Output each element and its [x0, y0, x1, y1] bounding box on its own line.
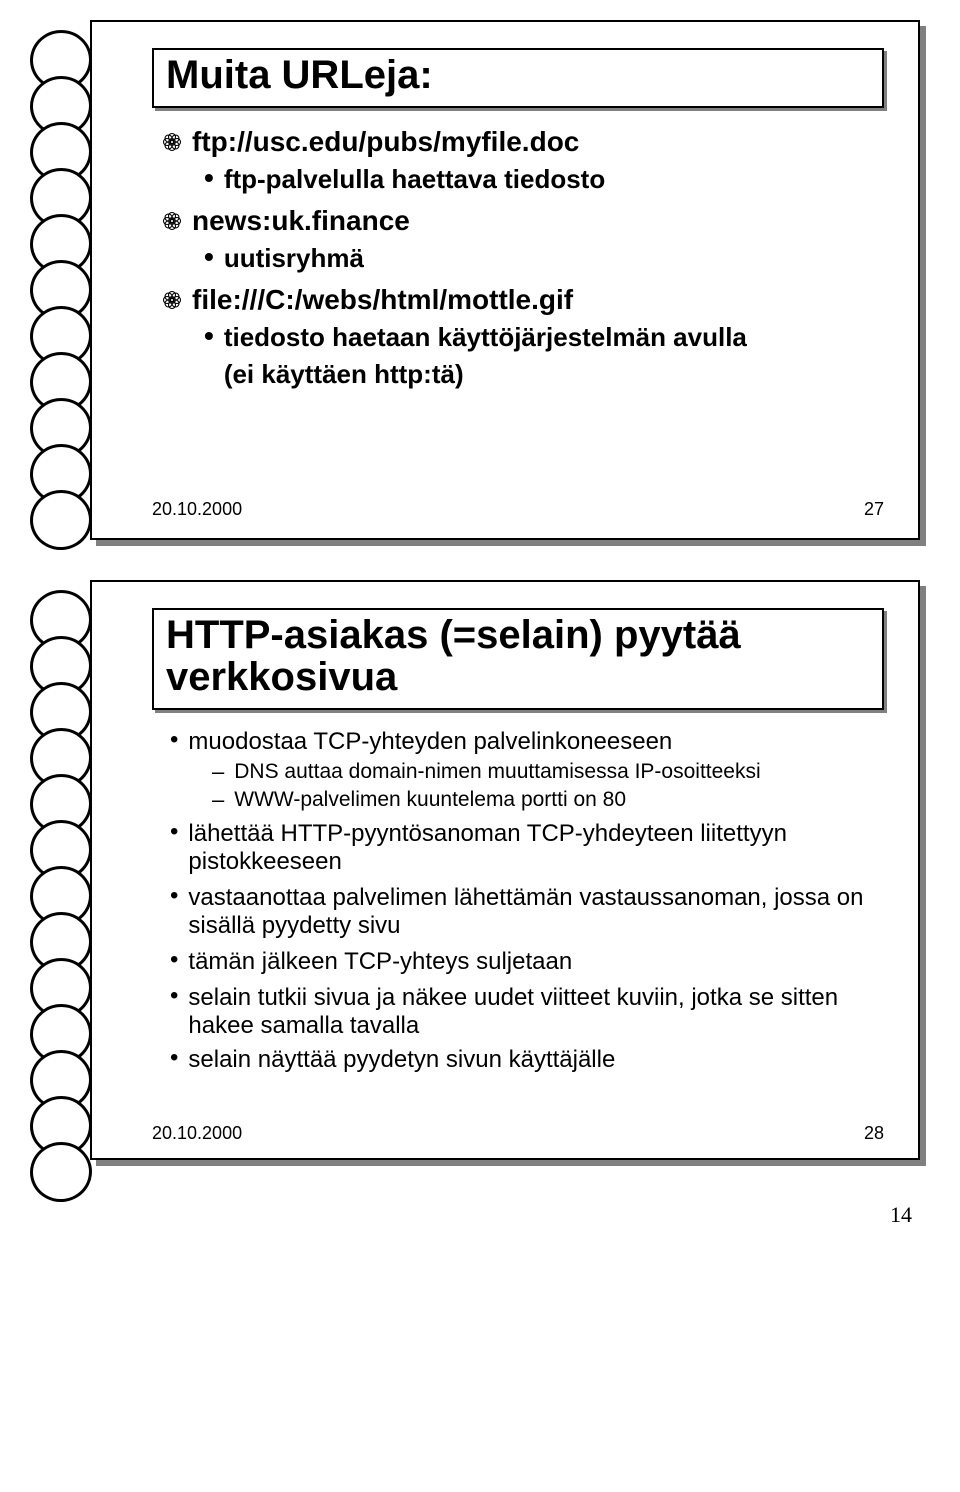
- bullet-level-1: • tämän jälkeen TCP-yhteys suljetaan: [170, 948, 884, 976]
- slide-footer: 20.10.2000 28: [152, 1123, 884, 1144]
- page-number: 14: [890, 1202, 912, 1228]
- bullet-text: uutisryhmä: [224, 243, 364, 274]
- spiral-ring: [26, 1138, 96, 1206]
- bullet-text: WWW-palvelimen kuuntelema portti on 80: [234, 788, 626, 812]
- bullet-level-1: news:uk.finance: [162, 205, 884, 237]
- bullet-level-2: –WWW-palvelimen kuuntelema portti on 80: [212, 788, 884, 812]
- bullet-text: vastaanottaa palvelimen lähettämän vasta…: [188, 884, 884, 940]
- bullet-text: ftp-palvelulla haettava tiedosto: [224, 164, 605, 195]
- dot-bullet-icon: •: [204, 164, 214, 192]
- slide-frame: HTTP-asiakas (=selain) pyytää verkkosivu…: [90, 580, 920, 1160]
- dot-bullet-icon: •: [204, 243, 214, 271]
- dot-bullet-icon: •: [170, 820, 178, 844]
- slide-content: ftp://usc.edu/pubs/myfile.doc • ftp-palvel…: [152, 126, 884, 390]
- spiral-binding: [30, 30, 100, 530]
- bullet-text: muodostaa TCP-yhteyden palvelinkoneeseen: [188, 728, 672, 756]
- document-page: Muita URLeja: ftp://usc.edu/pubs/myfile.…: [0, 0, 960, 1240]
- bullet-text: DNS auttaa domain-nimen muuttamisessa IP…: [234, 760, 760, 784]
- bullet-level-1: • vastaanottaa palvelimen lähettämän vast…: [170, 884, 884, 940]
- bullet-text: lähettää HTTP-pyyntösanoman TCP-yhdeytee…: [188, 820, 884, 876]
- bullet-text: tämän jälkeen TCP-yhteys suljetaan: [188, 948, 572, 976]
- dot-bullet-icon: •: [170, 884, 178, 908]
- slide-title: Muita URLeja:: [166, 53, 433, 97]
- bullet-level-1: • selain tutkii sivua ja näkee uudet viit…: [170, 984, 884, 1040]
- bullet-level-1: file:///C:/webs/html/mottle.gif: [162, 284, 884, 316]
- bullet-text: file:///C:/webs/html/mottle.gif: [192, 284, 573, 316]
- bullet-level-2: • ftp-palvelulla haettava tiedosto: [204, 164, 884, 195]
- bullet-text: tiedosto haetaan käyttöjärjestelmän avul…: [224, 322, 747, 353]
- bullet-level-1: ftp://usc.edu/pubs/myfile.doc: [162, 126, 884, 158]
- dot-bullet-icon: •: [204, 322, 214, 350]
- bullet-level-2: • tiedosto haetaan käyttöjärjestelmän avu…: [204, 322, 884, 353]
- rosette-bullet-icon: [162, 211, 182, 231]
- dash-bullet-icon: –: [212, 760, 224, 784]
- bullet-text: ftp://usc.edu/pubs/myfile.doc: [192, 126, 579, 158]
- spiral-ring: [26, 486, 96, 554]
- bullet-level-1: • muodostaa TCP-yhteyden palvelinkoneesee…: [170, 728, 884, 756]
- slide-frame: Muita URLeja: ftp://usc.edu/pubs/myfile.…: [90, 20, 920, 540]
- bullet-level-2: –DNS auttaa domain-nimen muuttamisessa I…: [212, 760, 884, 784]
- footer-date: 20.10.2000: [152, 499, 242, 520]
- spiral-binding: [30, 590, 100, 1150]
- bullet-level-2: •(ei käyttäen http:tä): [204, 359, 884, 390]
- dot-bullet-icon: •: [170, 1046, 178, 1070]
- slide-1: Muita URLeja: ftp://usc.edu/pubs/myfile.…: [40, 20, 920, 540]
- rosette-bullet-icon: [162, 290, 182, 310]
- dot-bullet-icon: •: [170, 948, 178, 972]
- rosette-bullet-icon: [162, 132, 182, 152]
- bullet-level-2: • uutisryhmä: [204, 243, 884, 274]
- title-box: Muita URLeja:: [152, 48, 884, 108]
- slide-footer: 20.10.2000 27: [152, 499, 884, 520]
- dot-bullet-icon: •: [170, 728, 178, 752]
- title-box: HTTP-asiakas (=selain) pyytää verkkosivu…: [152, 608, 884, 710]
- bullet-text: selain näyttää pyydetyn sivun käyttäjäll…: [188, 1046, 615, 1074]
- bullet-text: selain tutkii sivua ja näkee uudet viitt…: [188, 984, 884, 1040]
- slide-2: HTTP-asiakas (=selain) pyytää verkkosivu…: [40, 580, 920, 1160]
- dash-bullet-icon: –: [212, 788, 224, 812]
- dot-bullet-icon: •: [170, 984, 178, 1008]
- footer-number: 27: [864, 499, 884, 520]
- bullet-level-1: • selain näyttää pyydetyn sivun käyttäjäl…: [170, 1046, 884, 1074]
- bullet-text: news:uk.finance: [192, 205, 410, 237]
- bullet-text: (ei käyttäen http:tä): [224, 359, 464, 390]
- slide-content: • muodostaa TCP-yhteyden palvelinkoneesee…: [152, 728, 884, 1074]
- footer-date: 20.10.2000: [152, 1123, 242, 1144]
- bullet-level-1: • lähettää HTTP-pyyntösanoman TCP-yhdeyte…: [170, 820, 884, 876]
- slide-title: HTTP-asiakas (=selain) pyytää verkkosivu…: [166, 613, 741, 699]
- footer-number: 28: [864, 1123, 884, 1144]
